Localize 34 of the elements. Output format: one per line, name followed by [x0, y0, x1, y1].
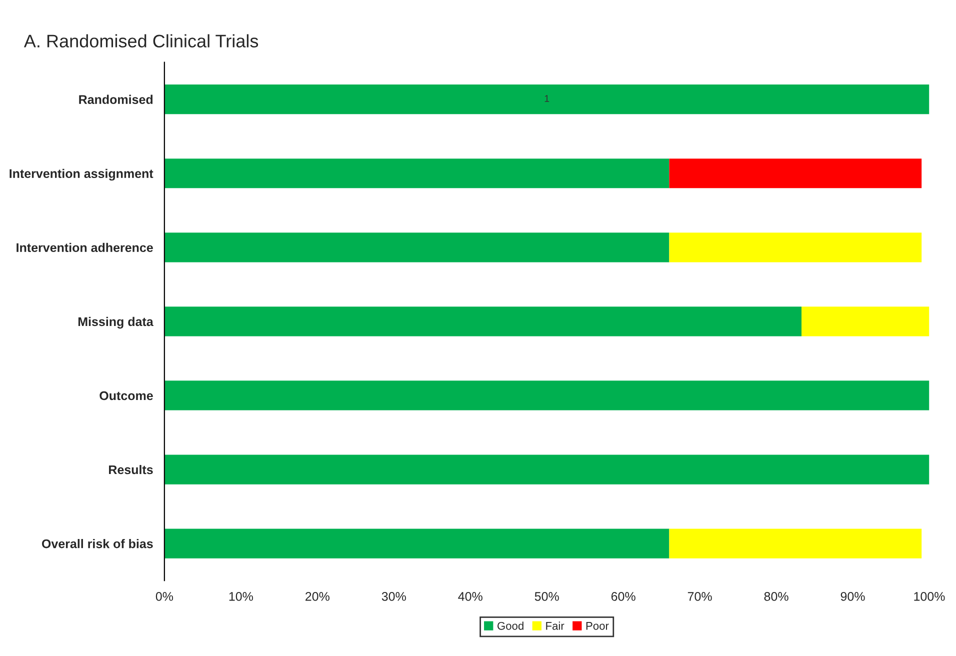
x-tick-label: 20%	[306, 592, 330, 601]
y-tick-label: Results	[109, 464, 153, 474]
x-tick-label: 80%	[764, 592, 788, 601]
legend-label: Poor	[586, 622, 609, 630]
bar	[802, 306, 930, 336]
x-tick-label: 10%	[229, 592, 253, 601]
bar	[164, 454, 930, 484]
bar	[164, 380, 930, 410]
x-tick-label: 40%	[458, 592, 482, 601]
bar	[669, 528, 922, 558]
bar	[669, 158, 922, 188]
y-tick-label: Intervention adherence	[16, 242, 153, 252]
bar	[164, 306, 802, 336]
annotation: 1	[544, 95, 550, 102]
chart-title: A. Randomised Clinical Trials	[24, 34, 258, 48]
bar	[669, 232, 922, 262]
y-tick-label: Intervention assignment	[10, 168, 154, 181]
x-tick-label: 90%	[840, 592, 865, 601]
x-tick-label: 70%	[688, 592, 712, 601]
bar	[164, 84, 930, 114]
x-tick-label: 100%	[914, 592, 945, 601]
bar	[164, 528, 670, 558]
x-tick-label: 60%	[611, 592, 636, 601]
x-tick-label: 30%	[382, 592, 406, 601]
y-tick-label: Overall risk of bias	[42, 539, 153, 548]
legend-label: Good	[498, 622, 524, 630]
y-tick-label: Outcome	[100, 391, 153, 400]
x-tick-label: 50%	[534, 592, 559, 601]
y-tick-label: Missing data	[78, 316, 154, 329]
legend-label: Fair	[546, 622, 564, 630]
bar	[164, 232, 670, 262]
y-tick-label: Randomised	[79, 94, 152, 104]
bar	[164, 158, 670, 188]
x-tick-label: 0%	[156, 592, 174, 601]
